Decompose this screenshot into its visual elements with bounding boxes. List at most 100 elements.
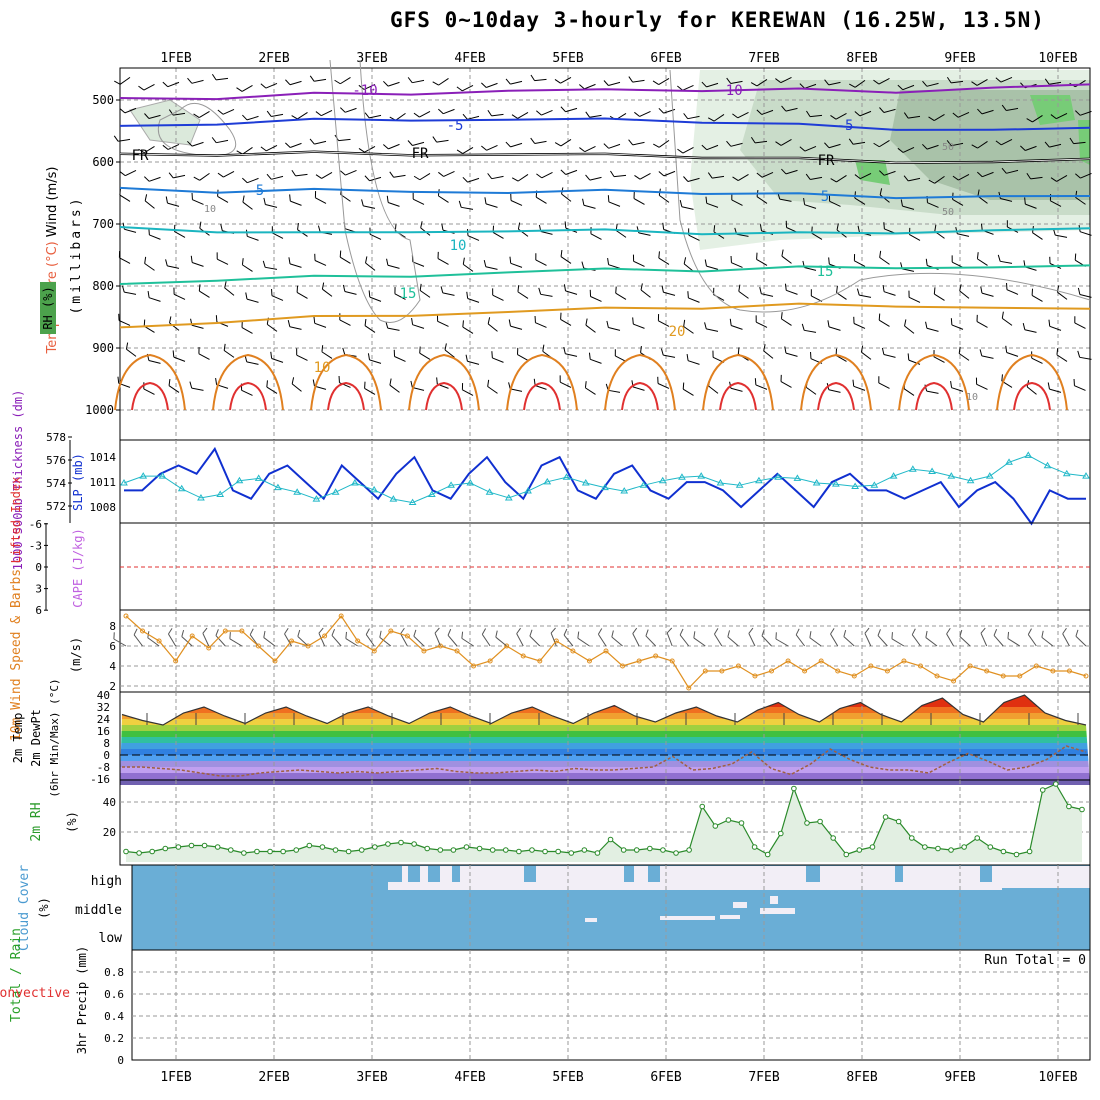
wind-barb (611, 630, 623, 647)
wind-barb (628, 139, 645, 146)
wind-barb (291, 377, 302, 392)
date-label-top: 1FEB (160, 51, 191, 66)
wind-barb (683, 176, 700, 182)
rh-point (987, 844, 994, 850)
wind-barb (119, 188, 131, 202)
precip-tick-label: 0.4 (104, 1010, 124, 1023)
thickness-point (908, 465, 917, 472)
wind-barb (560, 169, 578, 175)
warm-contour (425, 381, 463, 411)
wind-barb (291, 169, 308, 177)
date-label-top: 10FEB (1038, 51, 1077, 66)
wind-barb (645, 629, 657, 647)
contour-label: 50 (942, 207, 954, 218)
wind-speed-point (255, 643, 261, 649)
date-label-top: 2FEB (258, 51, 289, 66)
contour-label: FR (412, 146, 429, 162)
wind-barb (563, 347, 578, 357)
wind-barb (579, 145, 596, 153)
wind-barb (1041, 630, 1054, 647)
wind-barb (215, 377, 229, 389)
wind-barb (614, 349, 627, 362)
contour-label: 50 (942, 142, 954, 153)
y-tick-label: 700 (92, 217, 114, 231)
wind-barb (628, 76, 645, 83)
wind-barb (801, 323, 817, 333)
wind-barb (679, 628, 690, 647)
wind-barb (732, 111, 749, 119)
precip-tick-label: 0.8 (104, 966, 124, 979)
wind-barb (118, 251, 131, 264)
wind-barb (900, 262, 915, 272)
wind-barb (853, 316, 866, 329)
wind-barb (827, 320, 841, 331)
wind-barb (1077, 287, 1092, 298)
wind-barb (296, 348, 308, 361)
rh-point (908, 835, 915, 841)
wind-barb (334, 76, 351, 85)
wind-barb (634, 110, 651, 117)
wind-speed-point (603, 648, 609, 654)
ylabel-wind: Wind (m/s) (45, 167, 60, 238)
warm-contour (817, 381, 855, 411)
date-label-top: 9FEB (944, 51, 975, 66)
wind-barb (946, 140, 964, 147)
wind-barb (640, 283, 651, 298)
wind-barb (979, 349, 994, 359)
rh-point (214, 844, 221, 850)
rh-point (332, 847, 339, 853)
wind-barb (364, 318, 376, 333)
wind-barb (190, 255, 204, 267)
wind-barb (331, 629, 342, 647)
wind-barb (438, 108, 455, 115)
rh-shade-region (129, 99, 201, 146)
wind-barb (461, 383, 474, 396)
thickness-point (466, 479, 475, 486)
wind-speed-point (272, 658, 278, 664)
rh-point (673, 850, 679, 856)
wind-barb (713, 225, 725, 239)
warm-contour (915, 381, 953, 411)
wind-barb (904, 319, 915, 334)
wind-barb (585, 111, 602, 118)
wind-barb (291, 111, 308, 120)
cloud-high-bar (452, 866, 460, 882)
contour-label: 5 (821, 189, 829, 205)
warm-contour (702, 353, 774, 411)
wind-barb (615, 286, 627, 300)
contour-label: 15 (817, 264, 834, 280)
dewpt-ylabel: 2m DewPt (29, 709, 43, 767)
rh-point (345, 848, 352, 855)
wind-barb (554, 138, 572, 147)
wind-barb (922, 80, 939, 87)
wind-barb (1074, 253, 1086, 267)
rh-contour (329, 59, 421, 323)
wind-barb (860, 345, 872, 360)
wind-barb (437, 189, 449, 203)
wind-barb (118, 313, 131, 326)
wind-barb (1023, 260, 1037, 271)
wind-barb (511, 111, 529, 119)
wind-barb (952, 111, 970, 118)
precip-panel (131, 949, 1091, 1061)
wind-barb (224, 281, 235, 296)
wind-barb (657, 376, 670, 389)
cloud-high-clear (388, 866, 1090, 890)
wind-barb (738, 284, 749, 299)
warm-contour (131, 381, 169, 411)
wind-speed-point (785, 658, 791, 664)
rh-point (542, 848, 548, 855)
wind-barb (584, 381, 596, 395)
wind-barb (119, 169, 137, 177)
wind-barb (1075, 110, 1092, 116)
wind-barb (365, 628, 375, 647)
rh-tick-label: 20 (103, 826, 116, 839)
cloud-mid-clear (733, 902, 747, 908)
wind-barb (263, 630, 276, 647)
rh-point (948, 847, 954, 853)
wind-barb (534, 315, 547, 328)
wind-barb (147, 290, 161, 302)
wind-speed-point (338, 613, 344, 619)
cloud-high-bar (806, 866, 820, 882)
